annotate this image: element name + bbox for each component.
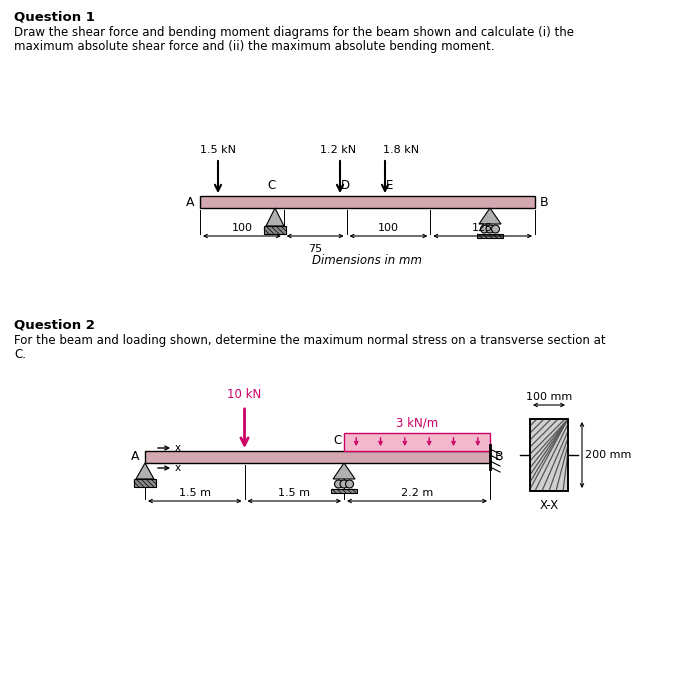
Text: 75: 75 (308, 244, 322, 254)
Circle shape (480, 225, 489, 233)
Bar (200, 196, 535, 208)
Text: 200 mm: 200 mm (585, 450, 631, 460)
Text: C.: C. (14, 348, 26, 361)
Text: C: C (334, 434, 342, 447)
Text: E: E (386, 179, 393, 192)
Text: 1.5 m: 1.5 m (279, 488, 310, 498)
Circle shape (491, 225, 500, 233)
Bar (344, 433, 490, 451)
Polygon shape (266, 208, 284, 226)
Text: 100 mm: 100 mm (526, 392, 572, 402)
Text: X-X: X-X (540, 499, 559, 512)
Text: 1.5 kN: 1.5 kN (200, 145, 236, 155)
Text: maximum absolute shear force and (ii) the maximum absolute bending moment.: maximum absolute shear force and (ii) th… (14, 40, 494, 53)
Text: C: C (268, 179, 276, 192)
Text: 3 kN/m: 3 kN/m (396, 416, 438, 429)
Bar (145, 451, 490, 463)
Circle shape (346, 480, 354, 488)
Text: 1.8 kN: 1.8 kN (383, 145, 419, 155)
Circle shape (335, 480, 342, 488)
Text: A: A (186, 195, 194, 208)
Text: B: B (495, 450, 503, 464)
Text: Question 1: Question 1 (14, 10, 95, 23)
Text: 100: 100 (378, 223, 399, 233)
Bar (477, 234, 503, 238)
Circle shape (340, 480, 348, 488)
Text: 1.5 m: 1.5 m (178, 488, 211, 498)
Text: 125: 125 (472, 223, 493, 233)
Text: D: D (340, 179, 349, 192)
Text: 2.2 m: 2.2 m (401, 488, 433, 498)
Text: B: B (540, 195, 549, 208)
Polygon shape (136, 463, 154, 479)
Text: For the beam and loading shown, determine the maximum normal stress on a transve: For the beam and loading shown, determin… (14, 334, 606, 347)
Text: 10 kN: 10 kN (228, 388, 262, 401)
Text: x: x (175, 463, 181, 473)
Text: A: A (130, 450, 139, 464)
Bar (134, 479, 156, 487)
Text: Draw the shear force and bending moment diagrams for the beam shown and calculat: Draw the shear force and bending moment … (14, 26, 574, 39)
Text: Question 2: Question 2 (14, 318, 95, 331)
Text: Dimensions in mm: Dimensions in mm (312, 254, 423, 267)
Text: x: x (175, 443, 181, 453)
Bar (264, 226, 286, 234)
Bar (530, 419, 568, 491)
Text: 1.2 kN: 1.2 kN (320, 145, 356, 155)
Circle shape (486, 225, 494, 233)
Polygon shape (479, 208, 501, 224)
Text: 100: 100 (232, 223, 253, 233)
Polygon shape (333, 463, 355, 479)
Bar (331, 489, 357, 493)
Bar (530, 419, 568, 491)
